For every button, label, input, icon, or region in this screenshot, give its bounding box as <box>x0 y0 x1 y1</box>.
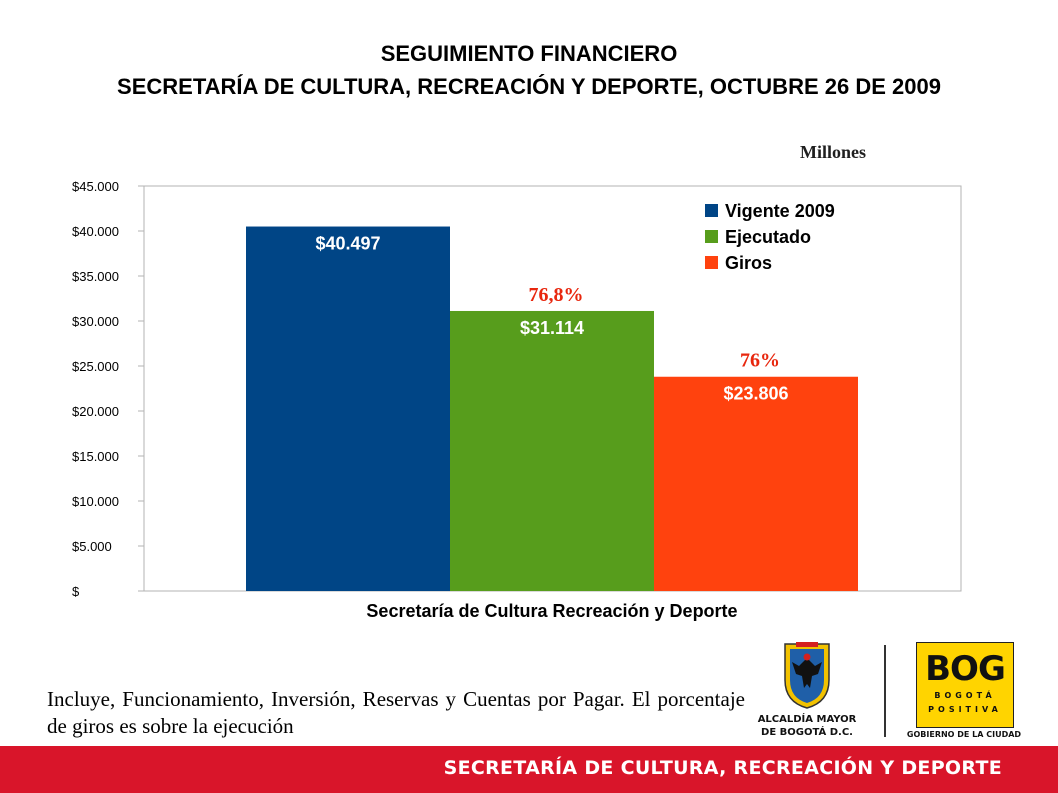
y-tick-label: $10.000 <box>72 494 119 509</box>
alcaldia-caption-1: ALCALDÍA MAYOR <box>757 714 857 725</box>
y-tick-label: $5.000 <box>72 539 112 554</box>
bog-logo-box: BOG BOGOTÁ POSITIVA <box>916 642 1014 728</box>
bog-positiva-logo: BOG BOGOTÁ POSITIVA GOBIERNO DE LA CIUDA… <box>907 640 1021 740</box>
legend-label: Giros <box>725 253 772 273</box>
x-axis-label: Secretaría de Cultura Recreación y Depor… <box>366 601 737 621</box>
y-tick-label: $15.000 <box>72 449 119 464</box>
bar-3 <box>654 376 858 591</box>
legend-swatch <box>705 230 718 243</box>
bar-1 <box>246 226 450 592</box>
y-tick-label: $25.000 <box>72 359 119 374</box>
percentage-label: 76,8% <box>529 284 584 306</box>
chart-title-line2: SECRETARÍA DE CULTURA, RECREACIÓN Y DEPO… <box>117 74 941 99</box>
legend-label: Ejecutado <box>725 227 811 247</box>
y-tick-label: $40.000 <box>72 224 119 239</box>
legend-swatch <box>705 256 718 269</box>
bog-logo-sub2: POSITIVA <box>928 705 1002 714</box>
bog-logo-sub1: BOGOTÁ <box>934 691 996 700</box>
legend-label: Vigente 2009 <box>725 201 835 221</box>
legend: Vigente 2009 Ejecutado Giros <box>705 201 835 273</box>
alcaldia-logo: ALCALDÍA MAYOR DE BOGOTÁ D.C. <box>752 640 862 740</box>
legend-swatch <box>705 204 718 217</box>
bar-value-label: $40.497 <box>315 234 380 254</box>
bog-caption: GOBIERNO DE LA CIUDAD <box>906 730 1022 739</box>
footer-text: SECRETARÍA DE CULTURA, RECREACIÓN Y DEPO… <box>443 757 1002 779</box>
y-tick-label: $45.000 <box>72 179 119 194</box>
percentage-label: 76% <box>740 350 780 372</box>
logo-divider <box>884 645 886 737</box>
y-tick-label: $35.000 <box>72 269 119 284</box>
units-label: Millones <box>800 142 866 162</box>
chart-title-line1: SEGUIMIENTO FINANCIERO <box>380 41 678 66</box>
bog-logo-text: BOG <box>925 649 1006 689</box>
bar-chart: $ $5.000 $10.000 $15.000 $20.000 $25.000 $30.0… <box>72 179 962 621</box>
bars-group: $40.497 $31.114 76,8% $23.806 76% <box>246 226 858 592</box>
bar-2 <box>450 310 654 591</box>
bar-value-label: $23.806 <box>723 384 788 404</box>
bar-value-label: $31.114 <box>520 318 584 338</box>
y-tick-label: $30.000 <box>72 314 119 329</box>
y-axis: $ $5.000 $10.000 $15.000 $20.000 $25.000 $30.0… <box>72 179 145 599</box>
alcaldia-caption-2: DE BOGOTÁ D.C. <box>761 727 853 738</box>
y-tick-label: $20.000 <box>72 404 119 419</box>
footer-bar: SECRETARÍA DE CULTURA, RECREACIÓN Y DEPO… <box>0 746 1058 793</box>
coat-of-arms-icon <box>784 642 830 709</box>
footnote: Incluye, Funcionamiento, Inversión, Rese… <box>47 687 745 738</box>
y-tick-label: $ <box>72 584 80 599</box>
